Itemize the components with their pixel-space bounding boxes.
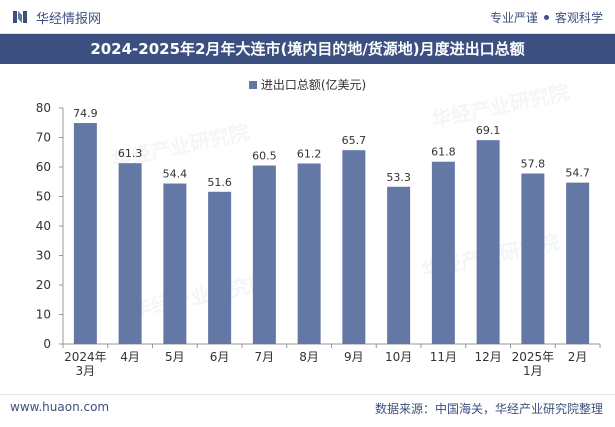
website-link[interactable]: www.huaon.com [10, 400, 110, 414]
y-tick-label: 80 [36, 101, 51, 115]
y-tick-label: 50 [36, 190, 51, 204]
bar [118, 163, 142, 344]
bar [566, 182, 590, 344]
y-tick-label: 20 [36, 278, 51, 292]
chart-legend: 进出口总额(亿美元) [0, 76, 615, 93]
y-tick-label: 60 [36, 160, 51, 174]
bar [297, 163, 321, 344]
x-tick-label: 10月 [385, 350, 412, 364]
y-tick-label: 10 [36, 308, 51, 322]
bar [163, 183, 187, 344]
y-tick-label: 40 [36, 219, 51, 233]
x-tick-label: 12月 [474, 350, 501, 364]
x-tick-label: 1月 [523, 364, 543, 378]
footer-divider [0, 394, 615, 395]
data-label: 61.2 [297, 147, 322, 160]
data-label: 53.3 [386, 171, 411, 184]
legend-swatch-icon [248, 81, 257, 89]
bar [342, 150, 366, 344]
separator-dot-icon [543, 15, 549, 20]
bar [208, 191, 232, 344]
x-tick-label: 7月 [255, 350, 275, 364]
x-tick-label: 11月 [430, 350, 457, 364]
legend-label: 进出口总额(亿美元) [260, 78, 367, 92]
bar [521, 173, 545, 344]
x-tick-label: 3月 [76, 364, 96, 378]
tagline-left: 专业严谨 [489, 11, 538, 25]
tagline-right: 客观科学 [554, 11, 603, 25]
data-label: 65.7 [342, 134, 367, 147]
top-bar: 华经情报网 专业严谨 客观科学 [0, 0, 615, 34]
y-tick-label: 70 [36, 131, 51, 145]
x-tick-label: 4月 [120, 350, 140, 364]
x-tick-label: 2025年 [512, 350, 555, 364]
logo-icon [13, 11, 27, 23]
data-label: 74.9 [73, 107, 98, 120]
tagline: 专业严谨 客观科学 [490, 9, 603, 26]
data-label: 51.6 [207, 176, 232, 189]
data-label: 60.5 [252, 150, 277, 163]
x-tick-label: 8月 [299, 350, 319, 364]
data-label: 57.8 [521, 157, 546, 170]
data-label: 54.7 [565, 167, 590, 180]
data-label: 69.1 [476, 124, 501, 137]
x-tick-label: 5月 [165, 350, 185, 364]
chart-title: 2024-2025年2月年大连市(境内目的地/货源地)月度进出口总额 [0, 34, 615, 64]
bar [431, 161, 455, 344]
data-label: 61.8 [431, 146, 456, 159]
x-tick-label: 6月 [210, 350, 230, 364]
bar [476, 140, 500, 344]
y-tick-label: 30 [36, 249, 51, 263]
x-tick-label: 9月 [344, 350, 364, 364]
data-source-note: 数据来源：中国海关，华经产业研究院整理 [374, 402, 603, 416]
bar [252, 165, 276, 344]
bar [387, 186, 411, 344]
x-tick-label: 2024年 [64, 350, 107, 364]
x-tick-label: 2月 [568, 350, 588, 364]
data-label: 61.3 [118, 147, 143, 160]
data-label: 54.4 [163, 168, 188, 181]
site-logo-text: 华经情报网 [36, 12, 102, 27]
bar [73, 123, 97, 344]
y-tick-label: 0 [43, 337, 51, 351]
